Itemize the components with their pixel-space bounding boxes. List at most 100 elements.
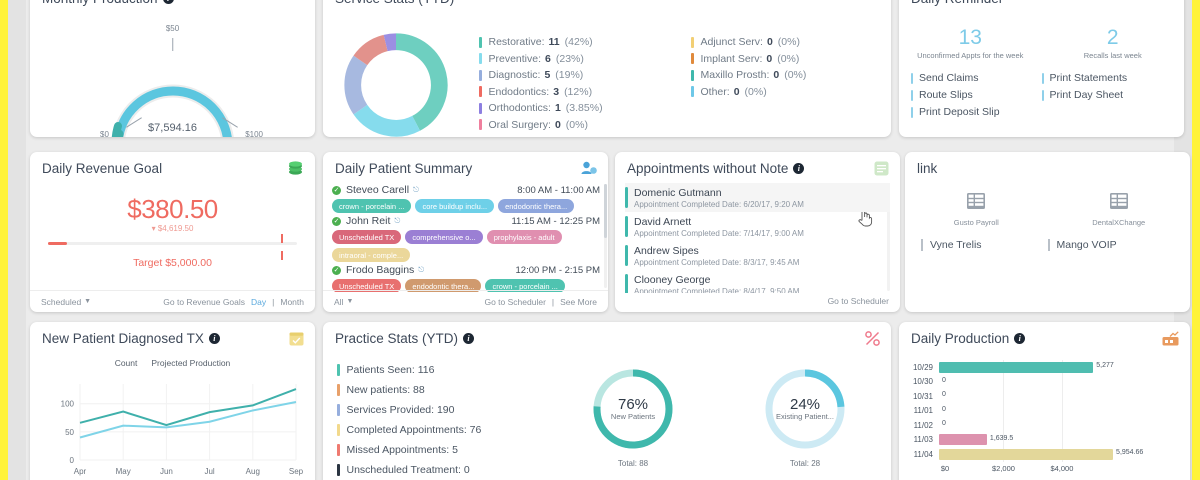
card-daily-revenue-goal: Daily Revenue Goal $380.50 ▾ $4,619.50 T… [30, 152, 315, 312]
note-icon[interactable] [874, 161, 889, 181]
chevron-down-icon[interactable]: ▼ [84, 298, 92, 305]
link-app-shortcut[interactable]: DentalXChange [1048, 192, 1191, 227]
donut-total: Total: 88 [617, 459, 649, 468]
card-daily-reminder: Daily Reminder 13 Unconfirmed Appts for t… [899, 0, 1184, 137]
link-text-item[interactable]: Vyne Trelis [921, 239, 1048, 251]
go-to-scheduler-link[interactable]: Go to Scheduler [484, 296, 546, 307]
service-legend-row: Adjunct Serv: 0 (0%) [691, 36, 891, 48]
monthly-production-gauge: $50 $7,594.16 $0 $100 [30, 10, 315, 137]
mouse-cursor-pointer-icon [858, 210, 873, 227]
external-link-icon[interactable]: ⎋ [418, 265, 425, 274]
legend-label: Implant Serv: [700, 52, 763, 65]
patient-name[interactable]: Steveo Carell [346, 184, 410, 196]
procedure-tag[interactable]: comprehensive o... [405, 230, 483, 244]
patient-clock-icon[interactable] [581, 161, 597, 180]
check-circle-icon: ✓ [332, 265, 341, 275]
practice-stat-label: Missed Appointments: 5 [346, 444, 458, 456]
production-chart-icon[interactable] [1162, 331, 1179, 351]
legend-color-swatch [691, 86, 694, 97]
production-bar[interactable] [939, 448, 1114, 460]
appointments-list[interactable]: Domenic Gutmann Appointment Completed Dat… [625, 183, 890, 293]
appointment-patient-name: Clooney George [634, 273, 711, 286]
procedure-tag[interactable]: crown - porcelain ... [332, 199, 412, 213]
production-bar-value: 5,954.66 [1116, 449, 1144, 457]
appointment-list-item[interactable]: David Arnett Appointment Completed Date: … [625, 212, 890, 241]
link-accent-bar [921, 239, 923, 251]
legend-label: Restorative: [488, 36, 545, 48]
info-icon[interactable]: i [793, 163, 805, 174]
reminder-action-link[interactable]: Send Claims [911, 72, 1042, 84]
go-to-revenue-goals-link[interactable]: Go to Revenue Goals [163, 296, 246, 307]
go-to-scheduler-link[interactable]: Go to Scheduler [827, 296, 889, 306]
daily-reminder-title-text: Daily Reminder [911, 0, 1003, 6]
practice-stats-title-text: Practice Stats (YTD) [335, 331, 459, 346]
revenue-progress-fill [48, 242, 67, 245]
info-icon[interactable]: i [463, 333, 475, 344]
reminder-action-link[interactable]: Print Statements [1041, 72, 1173, 84]
practice-stats-list: Patients Seen: 116 New patients: 88 Servic… [337, 364, 547, 480]
procedure-tag[interactable]: endodontic thera... [405, 279, 482, 292]
link-app-shortcut[interactable]: Gusto Payroll [905, 192, 1048, 227]
production-date-label: 10/30 [912, 377, 933, 387]
appointments-scrollbar-track[interactable] [887, 185, 890, 291]
patient-name[interactable]: Frodo Baggins [346, 264, 415, 276]
production-date-label: 11/03 [913, 435, 933, 445]
reminder-action-link[interactable]: Print Day Sheet [1041, 89, 1173, 101]
external-link-icon[interactable]: ⎋ [413, 185, 419, 194]
see-more-link[interactable]: See More [560, 296, 597, 307]
info-icon[interactable]: i [1014, 333, 1026, 344]
appointment-list-item[interactable]: Clooney George Appointment Completed Date… [625, 270, 890, 293]
legend-percent: (0%) [777, 36, 800, 48]
procedure-tag[interactable]: endodontic thera... [498, 199, 575, 213]
daily-reminder-links-col1: Send Claims Route Slips Print Deposit Slip [911, 72, 1042, 123]
legend-value: 3 [553, 85, 560, 98]
procedure-tag[interactable]: crown - porcelain ... [485, 279, 565, 292]
procedure-tag[interactable]: prophylaxis - adult [486, 230, 562, 244]
practice-stat-label: Unscheduled Treatment: 0 [346, 464, 470, 476]
revenue-filter-dropdown[interactable]: Scheduled [41, 296, 82, 307]
money-stack-icon[interactable] [287, 161, 304, 181]
percent-icon[interactable] [865, 331, 880, 351]
calendar-icon[interactable] [289, 331, 304, 351]
procedure-tag[interactable]: core buildup inclu... [415, 199, 495, 213]
line-series [79, 388, 297, 427]
reminder-action-link[interactable]: Print Deposit Slip [911, 106, 1042, 118]
patient-list-item[interactable]: ✓ Frodo Baggins ⎋ 12:00 PM - 2:15 PM Unsched… [332, 264, 600, 292]
revenue-month-toggle[interactable]: Month [280, 296, 304, 307]
grid-table-icon [967, 193, 986, 209]
procedure-tag[interactable]: Unscheduled TX [332, 230, 402, 244]
patient-list-item[interactable]: ✓ Steveo Carell ⎋ 8:00 AM - 11:00 AM crown -… [332, 184, 600, 213]
link-accent-bar [911, 89, 913, 101]
legend-value: 6 [545, 52, 551, 65]
production-date-label: 11/01 [913, 406, 933, 416]
patient-list[interactable]: ✓ Steveo Carell ⎋ 8:00 AM - 11:00 AM crown -… [323, 180, 608, 292]
line-series [79, 401, 297, 439]
line-legend-item: Projected Production [151, 358, 231, 368]
revenue-day-toggle[interactable]: Day [251, 296, 267, 307]
appointment-list-item[interactable]: Andrew Sipes Appointment Completed Date: … [625, 241, 890, 270]
left-gutter [8, 0, 26, 480]
reminder-action-link[interactable]: Route Slips [911, 89, 1042, 101]
info-icon[interactable]: i [208, 333, 220, 344]
appointment-list-item[interactable]: Domenic Gutmann Appointment Completed Dat… [625, 183, 890, 212]
gauge-center-value: $7,594.16 [148, 122, 197, 134]
production-bar-value: 1,639.5 [989, 434, 1014, 442]
procedure-tag[interactable]: Unscheduled TX [332, 279, 402, 292]
production-bar[interactable] [939, 434, 987, 446]
patient-appointment-time: 12:00 PM - 2:15 PM [515, 264, 600, 276]
patient-list-item[interactable]: ✓ John Reit ⎋ 11:15 AM - 12:25 PM Unschedule… [332, 215, 600, 262]
patient-filter-dropdown[interactable]: All [334, 296, 344, 307]
procedure-tag[interactable]: intraoral - comple... [332, 248, 411, 262]
info-icon[interactable]: i [162, 0, 174, 4]
patient-procedure-tags: Unscheduled TX endodontic thera... crown -… [332, 279, 600, 292]
production-bar[interactable] [939, 361, 1094, 373]
patient-list-scrollbar-thumb[interactable] [604, 184, 607, 238]
chevron-down-icon[interactable]: ▼ [346, 298, 354, 305]
patient-appointment-time: 11:15 AM - 12:25 PM [511, 215, 600, 227]
patient-name[interactable]: John Reit [346, 215, 391, 227]
stat-color-bar [337, 364, 340, 376]
external-link-icon[interactable]: ⎋ [394, 216, 401, 225]
x-axis-tick: Jun [160, 467, 173, 476]
production-bar-wrap: 5,954.66 [939, 448, 1182, 460]
link-text-item[interactable]: Mango VOIP [1047, 239, 1175, 251]
